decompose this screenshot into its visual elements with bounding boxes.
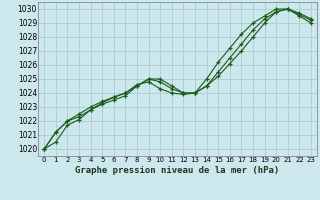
X-axis label: Graphe pression niveau de la mer (hPa): Graphe pression niveau de la mer (hPa)	[76, 166, 280, 175]
